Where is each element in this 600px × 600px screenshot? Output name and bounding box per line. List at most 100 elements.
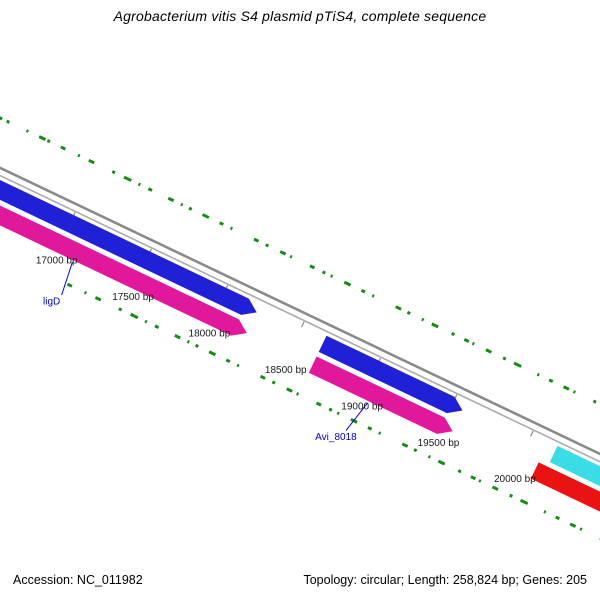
gc-content-dash bbox=[6, 119, 11, 124]
gc-content-dash bbox=[513, 361, 522, 368]
ruler-tick-label: 17500 bp bbox=[112, 292, 154, 303]
ruler-tick-label: 18500 bp bbox=[265, 365, 307, 376]
gc-content-dash bbox=[562, 385, 570, 391]
gc-content-dash bbox=[395, 305, 402, 311]
gc-content-dash bbox=[208, 350, 217, 357]
gc-content-dash bbox=[406, 310, 411, 315]
cds-arrow-partial-right[interactable] bbox=[530, 462, 600, 538]
gc-content-dash bbox=[174, 334, 181, 340]
gc-content-dash bbox=[60, 145, 67, 151]
gc-content-dash bbox=[167, 196, 175, 203]
gc-content-dash bbox=[330, 274, 334, 278]
gc-content-dash bbox=[123, 175, 132, 182]
map-label-layer: 17000 bp 17500 bp 18000 bp 18500 bp 19000 bp… bbox=[36, 256, 536, 486]
gc-content-dash bbox=[144, 319, 148, 324]
gc-content-dash bbox=[201, 213, 210, 219]
gene-label-ligD[interactable]: ligD bbox=[43, 296, 60, 307]
gc-content-dash bbox=[286, 387, 293, 393]
ruler-tick-label: 18000 bp bbox=[189, 329, 231, 340]
gc-content-dash bbox=[437, 459, 446, 466]
gene-arrow-ligD[interactable] bbox=[0, 147, 261, 321]
gc-content-dash bbox=[431, 322, 439, 329]
gc-content-dash bbox=[321, 270, 326, 275]
gc-content-dash bbox=[77, 153, 81, 158]
gc-content-dash bbox=[219, 221, 224, 226]
gc-content-dash bbox=[236, 363, 240, 368]
gc-content-dash bbox=[336, 411, 340, 416]
ruler-tick-label: 19500 bp bbox=[418, 438, 460, 449]
gc-content-dash bbox=[328, 407, 333, 412]
gc-content-dash bbox=[194, 343, 199, 348]
gc-content-dash bbox=[94, 296, 102, 302]
gc-content-dash bbox=[427, 454, 431, 459]
gc-content-dash bbox=[66, 282, 73, 288]
ruler-tick bbox=[530, 430, 534, 437]
sequence-summary-text: Topology: circular; Length: 258,824 bp; … bbox=[303, 573, 587, 587]
cds-arrow-ligD[interactable] bbox=[0, 168, 251, 342]
gc-content-dash bbox=[360, 288, 366, 294]
gc-content-dash bbox=[188, 206, 193, 211]
gc-content-dash bbox=[259, 374, 266, 380]
gc-content-dash bbox=[485, 348, 493, 354]
gc-content-dash bbox=[491, 485, 499, 491]
gene-arrow-Avi_8018[interactable] bbox=[318, 335, 467, 419]
gc-content-dash bbox=[569, 522, 577, 528]
ruler-tick-label: 20000 bp bbox=[494, 474, 536, 485]
gene-label-Avi_8018[interactable]: Avi_8018 bbox=[315, 432, 357, 443]
gc-content-dash bbox=[343, 280, 352, 287]
accession-text: Accession: NC_011982 bbox=[13, 573, 143, 587]
ruler-tick-label: 17000 bp bbox=[36, 256, 78, 267]
gc-content-dash bbox=[548, 378, 554, 383]
map-rotated-layer bbox=[0, 115, 600, 541]
gc-content-dash bbox=[572, 390, 576, 394]
cds-arrow-Avi_8018[interactable] bbox=[308, 356, 457, 439]
gc-content-dash bbox=[137, 182, 141, 187]
gene-label-leader bbox=[345, 402, 368, 431]
gene-arrow-partial-right[interactable] bbox=[549, 445, 600, 514]
gc-content-dash bbox=[457, 469, 462, 474]
gc-content-dash bbox=[315, 401, 322, 407]
gc-content-dash bbox=[279, 250, 287, 256]
status-bar: Accession: NC_011982 Topology: circular;… bbox=[0, 573, 600, 600]
gc-content-dash bbox=[478, 479, 482, 483]
gc-content-dash bbox=[296, 392, 300, 396]
gc-content-dash bbox=[555, 515, 560, 521]
gc-content-dash bbox=[543, 510, 547, 514]
gc-content-dash bbox=[46, 139, 51, 144]
gc-content-dash bbox=[413, 448, 418, 453]
gc-content-dash bbox=[265, 243, 270, 248]
gc-content-dash bbox=[592, 399, 597, 404]
sequence-title: Agrobacterium vitis S4 plasmid pTiS4, co… bbox=[113, 8, 487, 24]
gc-content-dash bbox=[536, 372, 540, 377]
gc-content-dash bbox=[225, 358, 231, 363]
backbone-arc bbox=[0, 132, 600, 497]
gc-content-dash bbox=[147, 187, 153, 192]
gc-content-dash bbox=[519, 498, 529, 506]
gc-content-dash bbox=[154, 324, 160, 329]
gc-content-dash bbox=[229, 226, 233, 231]
gc-content-dash bbox=[88, 158, 95, 165]
gc-content-dash bbox=[367, 426, 373, 431]
gc-content-dash bbox=[271, 380, 276, 385]
gc-content-dash bbox=[502, 356, 507, 361]
gc-content-dash bbox=[25, 129, 30, 133]
gc-content-dash bbox=[83, 290, 88, 295]
ruler-tick-label: 19000 bp bbox=[341, 401, 383, 412]
gc-content-dash bbox=[180, 202, 184, 207]
gc-content-dash bbox=[579, 527, 583, 531]
gc-content-dash bbox=[289, 254, 293, 259]
gc-content-dash bbox=[111, 170, 116, 175]
gc-content-dash bbox=[129, 312, 139, 320]
gc-content-dash bbox=[463, 338, 470, 343]
gc-content-dash bbox=[371, 294, 375, 298]
gc-content-dash bbox=[451, 332, 456, 337]
gc-content-dash bbox=[509, 493, 514, 498]
gc-content-dash bbox=[471, 341, 475, 346]
gc-content-dash bbox=[38, 135, 47, 141]
backbone-arc bbox=[0, 139, 600, 503]
gc-content-dash bbox=[118, 307, 123, 312]
gene-label-leader bbox=[61, 261, 73, 296]
gc-content-dash bbox=[309, 264, 316, 270]
gc-content-dash bbox=[401, 442, 409, 448]
